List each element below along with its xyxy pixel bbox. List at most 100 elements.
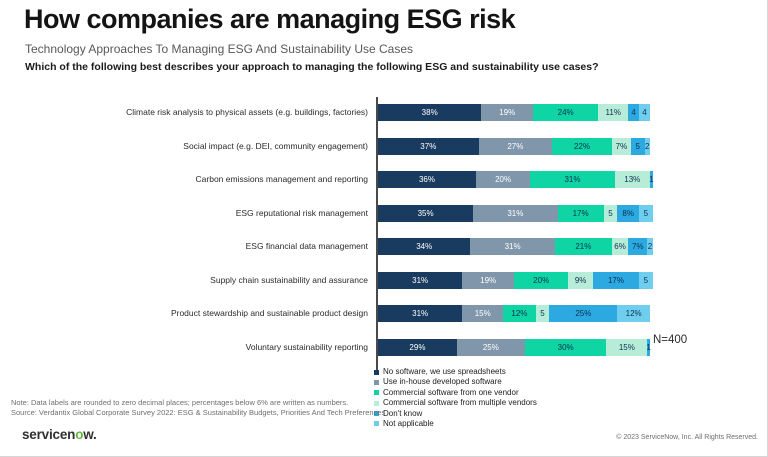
bar-segment: 7%: [611, 137, 631, 155]
category-label: Carbon emissions management and reportin…: [195, 174, 368, 185]
bar-segment-label: 31%: [507, 208, 524, 218]
legend-item: Commercial software from multiple vendor…: [374, 399, 537, 407]
bar-segment: 5: [639, 204, 653, 222]
category-label: Supply chain sustainability and assuranc…: [210, 274, 368, 285]
bar-segment: 24%: [533, 104, 599, 121]
chart-row: Voluntary sustainability reporting 29% 25%…: [0, 338, 767, 356]
bar-segment-label: 8%: [622, 208, 634, 218]
stacked-bar-chart: Climate risk analysis to physical assets…: [0, 97, 767, 373]
legend: No software, we use spreadsheets Use in-h…: [374, 368, 537, 430]
survey-question: Which of the following best describes yo…: [25, 61, 599, 73]
bar-segment-label: 29%: [409, 342, 426, 352]
bar-segment-label: 25%: [575, 309, 592, 318]
bar-segment-label: 37%: [420, 141, 437, 151]
legend-label: Not applicable: [383, 418, 434, 428]
bar-segment-label: 7%: [631, 242, 644, 251]
legend-swatch-1: [374, 379, 379, 385]
bar-segment: 29%: [378, 338, 457, 356]
legend-label: No software, we use spreadsheets: [383, 367, 506, 376]
bar-segment-label: 11%: [605, 108, 621, 117]
bar-segment-label: 24%: [557, 108, 574, 117]
bar-segment-label: 13%: [624, 175, 641, 184]
logo-accent-o: o: [75, 427, 84, 442]
bar-segment-label: 36%: [418, 175, 435, 184]
bar-segment: 5: [535, 305, 550, 322]
bar-segment: 13%: [614, 171, 650, 188]
chart-row: Social impact (e.g. DEI, community engag…: [0, 137, 767, 155]
footnote-note: Note: Data labels are rounded to zero de…: [11, 398, 349, 407]
chart-row: ESG financial data management 34% 31% 21% 6%…: [0, 238, 767, 255]
bar-segment-label: 4: [642, 108, 647, 117]
legend-swatch-5: [374, 421, 379, 427]
legend-swatch-3: [374, 400, 379, 406]
footnote-source: Source: Verdantix Global Corporate Surve…: [11, 408, 386, 417]
stacked-bar: 35% 31% 17% 5 8% 5: [378, 204, 653, 222]
bar-segment-label: 20%: [533, 275, 550, 285]
bar-segment: 7%: [628, 238, 648, 255]
bar-segment: 38%: [378, 104, 482, 121]
bar-segment: 17%: [592, 271, 640, 289]
bar-segment: 1: [649, 171, 654, 188]
legend-label: Use in-house developed software: [383, 377, 502, 387]
logo-text-left: servicen: [22, 427, 76, 442]
chart-row: Climate risk analysis to physical assets…: [0, 104, 767, 121]
bar-segment-label: 15%: [474, 309, 491, 318]
chart-row: Carbon emissions management and reportin…: [0, 171, 767, 188]
bar-segment: 25%: [456, 338, 525, 356]
bar-segment: 17%: [557, 204, 604, 222]
bar-segment-label: 4: [631, 108, 636, 117]
bar-segment: 21%: [554, 238, 612, 255]
bar-segment: 19%: [481, 104, 534, 121]
legend-item: No software, we use spreadsheets: [374, 368, 537, 376]
bar-segment-label: 21%: [575, 242, 592, 251]
bar-segment: 8%: [617, 204, 640, 222]
bar-segment: 37%: [378, 137, 479, 155]
bar-segment-label: 35%: [417, 208, 434, 218]
bar-segment-label: 19%: [499, 108, 516, 117]
copyright: © 2023 ServiceNow, Inc. All Rights Reser…: [616, 434, 758, 441]
legend-swatch-4: [374, 411, 379, 417]
bar-segment-label: 34%: [416, 242, 433, 251]
chart-row: ESG reputational risk management 35% 31% 17…: [0, 204, 767, 222]
bar-segment-label: 30%: [557, 342, 574, 352]
bar-segment: 5: [639, 271, 653, 289]
bar-segment: 2: [644, 137, 650, 155]
bar-segment: 31%: [378, 271, 463, 289]
legend-label: Commercial software from multiple vendor…: [383, 398, 537, 408]
bar-segment: 31%: [378, 305, 463, 322]
category-label: Voluntary sustainability reporting: [245, 341, 368, 352]
stacked-bar: 29% 25% 30% 15% 1: [378, 338, 651, 356]
legend-label: Don't know: [383, 408, 423, 418]
stacked-bar: 34% 31% 21% 6% 7% 2: [378, 238, 653, 255]
legend-swatch-0: [374, 369, 379, 375]
bar-segment-label: 5: [540, 309, 545, 318]
bar-segment-label: 19%: [480, 275, 497, 285]
bar-segment: 1: [646, 338, 651, 356]
bar-segment-label: 38%: [421, 108, 438, 117]
bar-segment: 27%: [478, 137, 553, 155]
bar-segment: 19%: [462, 271, 514, 289]
bar-segment-label: 17%: [572, 208, 589, 218]
bar-segment: 12%: [617, 305, 650, 322]
bar-segment-label: 31%: [564, 175, 581, 184]
bar-segment-label: 2: [647, 242, 653, 251]
stacked-bar: 37% 27% 22% 7% 5 2: [378, 137, 650, 155]
y-axis-line: [376, 97, 378, 373]
bar-segment-label: 5: [635, 141, 640, 151]
bar-segment: 2: [647, 238, 653, 255]
category-label: Social impact (e.g. DEI, community engag…: [183, 140, 368, 151]
chart-row: Product stewardship and sustainable prod…: [0, 305, 767, 322]
bar-segment: 34%: [378, 238, 471, 255]
page-title: How companies are managing ESG risk: [24, 4, 516, 34]
bar-segment-label: 31%: [412, 309, 429, 318]
bar-segment-label: 31%: [412, 275, 429, 285]
chart-row: Supply chain sustainability and assuranc…: [0, 271, 767, 289]
stacked-bar: 38% 19% 24% 11% 4 4: [378, 104, 650, 121]
legend-label: Commercial software from one vendor: [383, 387, 519, 397]
stacked-bar: 31% 19% 20% 9% 17% 5: [378, 271, 653, 289]
bar-segment-label: 7%: [615, 141, 628, 151]
bar-segment-label: 22%: [573, 141, 590, 151]
legend-item: Use in-house developed software: [374, 378, 537, 386]
bar-segment: 15%: [462, 305, 504, 322]
